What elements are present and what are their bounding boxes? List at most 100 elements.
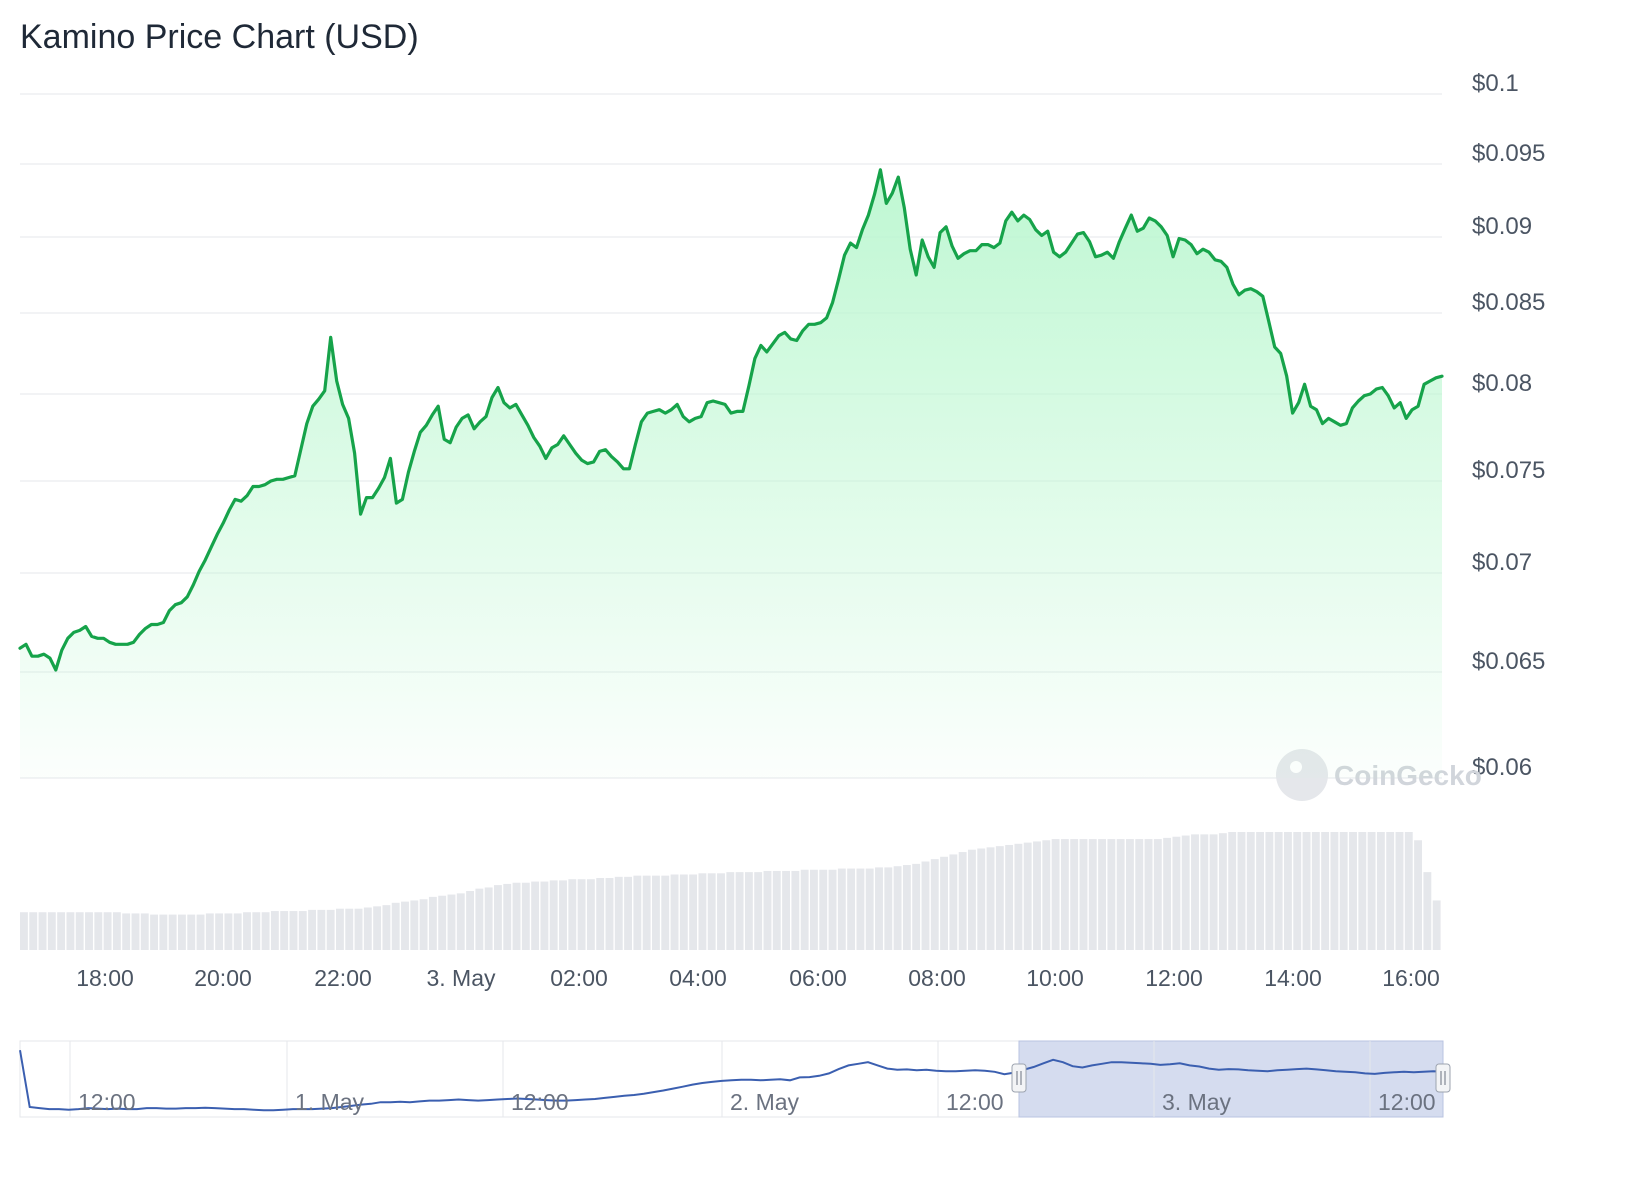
- volume-bar: [1414, 840, 1423, 950]
- volume-bar: [1218, 833, 1227, 950]
- volume-bar: [596, 878, 605, 950]
- navigator-tick-label: 12:00: [78, 1089, 136, 1115]
- volume-bar: [698, 873, 707, 950]
- volume-bar: [1126, 839, 1134, 950]
- navigator-x-axis: 12:00 1. May 12:00 2. May 12:00 3. May 12:00: [78, 1089, 1436, 1115]
- volume-bar: [1432, 900, 1441, 950]
- volume-bar: [1060, 839, 1069, 950]
- volume-bar: [1274, 832, 1283, 950]
- volume-bar: [75, 912, 84, 950]
- x-tick-label: 04:00: [669, 965, 727, 991]
- navigator-tick-label: 12:00: [946, 1089, 1004, 1115]
- volume-bar: [1237, 832, 1246, 950]
- volume-bar: [85, 912, 93, 950]
- volume-bar: [633, 875, 642, 950]
- volume-bar: [345, 908, 354, 950]
- volume-bar: [1311, 832, 1320, 950]
- volume-bar: [670, 874, 679, 950]
- volume-bar: [810, 869, 818, 950]
- volume-bar: [252, 912, 261, 950]
- y-tick-label: $0.1: [1472, 70, 1519, 97]
- volume-bar: [94, 912, 103, 950]
- navigator-tick-label: 3. May: [1162, 1089, 1232, 1115]
- volume-bar: [986, 847, 995, 950]
- volume-bar: [940, 856, 949, 950]
- x-axis: 18:00 20:00 22:00 3. May 02:00 04:00 06:00 08:0…: [76, 965, 1440, 991]
- volume-bar: [382, 905, 391, 950]
- volume-bar: [270, 911, 279, 950]
- chart-title: Kamino Price Chart (USD): [20, 18, 419, 56]
- volume-bar: [679, 874, 688, 950]
- volume-bar: [38, 912, 47, 950]
- y-axis: $0.06 $0.065 $0.07 $0.075 $0.08 $0.085 $0.09 $0…: [1472, 70, 1545, 781]
- x-tick-label: 3. May: [426, 965, 496, 991]
- volume-bar: [298, 911, 307, 950]
- volume-bar: [373, 906, 382, 950]
- volume-bar: [1144, 839, 1153, 950]
- volume-bar: [131, 913, 140, 950]
- volume-bar: [875, 867, 883, 950]
- volume-bar: [224, 913, 233, 950]
- x-tick-label: 06:00: [789, 965, 847, 991]
- navigator-tick-label: 12:00: [1378, 1089, 1436, 1115]
- volume-bar: [112, 912, 121, 950]
- volume-bar: [140, 913, 149, 950]
- volume-bar: [196, 914, 205, 950]
- volume-bar: [930, 859, 939, 950]
- navigator[interactable]: 12:00 1. May 12:00 2. May 12:00 3. May 12:00: [19, 1040, 1451, 1118]
- volume-bar: [1079, 839, 1088, 950]
- volume-bar: [122, 913, 131, 950]
- volume-bar: [1042, 840, 1051, 950]
- y-tick-label: $0.095: [1472, 140, 1545, 167]
- volume-bar: [428, 896, 437, 950]
- volume-bar: [1265, 832, 1274, 950]
- volume-bar: [401, 901, 409, 950]
- volume-bar: [187, 914, 196, 950]
- volume-bar: [828, 869, 837, 950]
- price-line: [18, 168, 1444, 672]
- volume-bar: [791, 870, 800, 950]
- volume-bar: [205, 913, 214, 950]
- volume-bar: [977, 848, 986, 950]
- volume-bar: [958, 852, 967, 950]
- volume-bar: [884, 867, 893, 950]
- volume-bar: [549, 880, 558, 950]
- volume-bar: [354, 908, 363, 950]
- volume-bar: [1181, 835, 1190, 950]
- volume-bar: [289, 911, 298, 950]
- volume-bar: [1005, 844, 1014, 950]
- volume-bar: [782, 870, 791, 950]
- navigator-gridlines: [69, 1041, 1371, 1117]
- volume-bar: [503, 883, 512, 950]
- x-tick-label: 16:00: [1382, 965, 1440, 991]
- volume-bar: [243, 912, 251, 950]
- y-tick-label: $0.07: [1472, 549, 1532, 576]
- volume-bar: [66, 912, 75, 950]
- volume-bar: [1339, 832, 1348, 950]
- volume-bar: [652, 875, 660, 950]
- y-tick-label: $0.065: [1472, 648, 1545, 675]
- volume-bar: [902, 865, 911, 950]
- volume-bar: [512, 882, 521, 950]
- volume-bar: [484, 887, 493, 950]
- volume-bar: [1116, 839, 1125, 950]
- volume-bar: [419, 899, 428, 950]
- volume-bar: [772, 870, 781, 950]
- volume-bar: [1228, 832, 1237, 950]
- navigator-selection[interactable]: [1018, 1040, 1444, 1118]
- volume-bar: [605, 878, 614, 950]
- navigator-handle-right[interactable]: [1435, 1063, 1451, 1093]
- volume-bar: [1404, 832, 1413, 950]
- navigator-handle-left[interactable]: [1011, 1063, 1027, 1093]
- volume-bar: [317, 909, 326, 950]
- x-tick-label: 20:00: [194, 965, 252, 991]
- volume-bar: [577, 879, 586, 950]
- volume-bar: [447, 894, 456, 950]
- volume-bar: [847, 868, 856, 950]
- y-tick-label: $0.085: [1472, 289, 1545, 316]
- volume-bar: [466, 891, 475, 950]
- y-tick-label: $0.08: [1472, 370, 1532, 397]
- volume-bar: [726, 872, 735, 950]
- volume-bar: [475, 888, 484, 950]
